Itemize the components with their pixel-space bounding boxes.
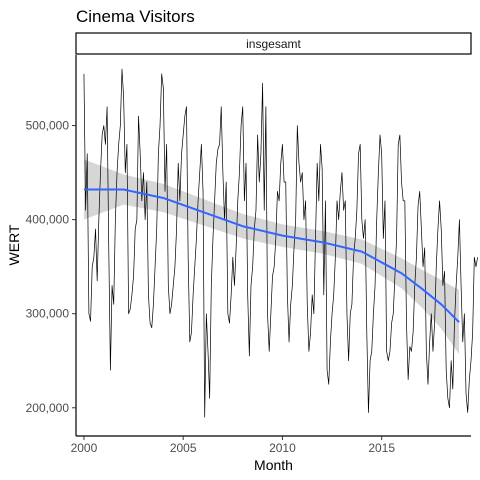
x-tick-label-2000: 2000 (71, 441, 98, 455)
x-tick-label-2005: 2005 (170, 441, 197, 455)
x-axis-title: Month (254, 457, 293, 473)
smooth-layer (83, 188, 460, 323)
y-tick-label-400000: 400,000 (26, 213, 70, 227)
series-line-0 (83, 68, 478, 418)
series-layer (83, 68, 478, 418)
y-axis-title: WERT (6, 224, 22, 265)
smooth-confidence-band (83, 159, 460, 355)
plot-frame (75, 55, 471, 437)
y-tick-label-200000: 200,000 (26, 401, 70, 415)
y-axis-ticks: 200,000 300,000 400,000 500,000 (26, 119, 76, 415)
confidence-ribbon-layer (83, 159, 460, 355)
y-tick-label-300000: 300,000 (26, 307, 70, 321)
chart-title: Cinema Visitors (76, 7, 195, 26)
y-tick-label-500000: 500,000 (26, 119, 70, 133)
x-tick-label-2015: 2015 (368, 441, 395, 455)
facet-strip-label: insgesamt (246, 37, 301, 51)
x-axis-ticks: 2000 2005 2010 2015 (71, 436, 395, 455)
smooth-trend-line (83, 188, 460, 323)
facet-strip: insgesamt (75, 32, 472, 55)
x-tick-label-2010: 2010 (269, 441, 296, 455)
facet-strip-box (75, 32, 472, 55)
